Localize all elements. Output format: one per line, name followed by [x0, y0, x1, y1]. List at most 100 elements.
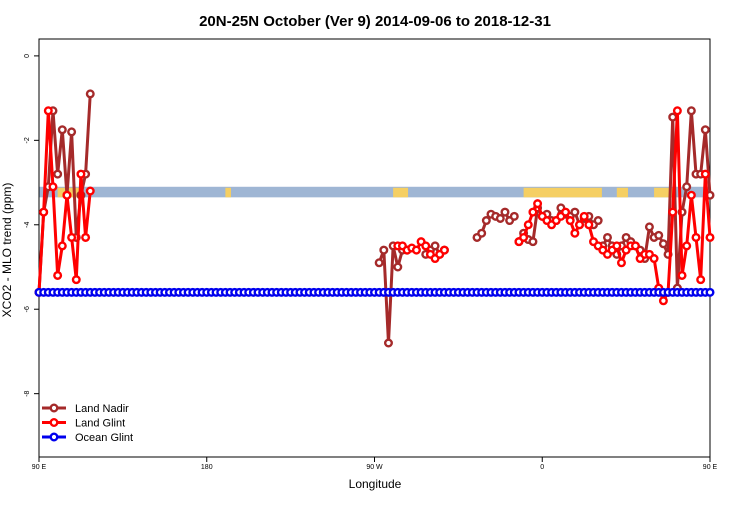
y-tick-label: -4 [24, 222, 31, 228]
x-axis-label: Longitude [349, 477, 402, 491]
legend-label: Land Nadir [75, 403, 129, 415]
series-land-glint [34, 106, 715, 306]
y-tick-label: 0 [24, 54, 31, 58]
data-point [374, 258, 384, 268]
map-strip-land-4 [616, 187, 628, 198]
data-point [649, 254, 659, 264]
data-point [668, 207, 678, 217]
data-point [593, 216, 603, 226]
data-point [612, 241, 622, 251]
y-axis-label: XCO2 - MLO trend (ppm) [0, 183, 14, 318]
data-point [700, 125, 710, 135]
data-point [686, 106, 696, 116]
data-point [682, 241, 692, 251]
legend: Land Nadir Land Glint Ocean Glint [42, 403, 133, 444]
data-point [533, 199, 543, 209]
data-point [528, 207, 538, 217]
x-tick-label: 180 [201, 464, 213, 471]
x-axis-ticks: 90 E 180 90 W 0 90 E [32, 457, 718, 471]
data-point [682, 182, 692, 192]
legend-label: Land Glint [75, 418, 125, 430]
data-point [43, 106, 53, 116]
map-strip-land-2 [393, 187, 409, 198]
data-point [570, 207, 580, 217]
data-point [421, 241, 431, 251]
map-strip [39, 186, 710, 198]
data-point [575, 220, 585, 230]
data-point [658, 239, 668, 249]
data-point [430, 241, 440, 251]
data-point [584, 220, 594, 230]
data-point [57, 241, 67, 251]
data-point [85, 89, 95, 99]
data-point [519, 232, 529, 242]
data-point [668, 112, 678, 122]
data-point [500, 207, 510, 217]
data-point [700, 169, 710, 179]
data-point [439, 245, 449, 255]
data-point [561, 207, 571, 217]
data-point [705, 232, 715, 242]
data-point [393, 262, 403, 272]
legend-marker [49, 418, 59, 428]
x-tick-label: 0 [540, 464, 544, 471]
data-point [71, 275, 81, 285]
data-point [379, 245, 389, 255]
legend-marker [49, 403, 59, 413]
y-tick-label: -6 [24, 306, 31, 312]
data-point [696, 275, 706, 285]
data-point [67, 232, 77, 242]
legend-label: Ocean Glint [75, 432, 133, 444]
data-point [62, 190, 72, 200]
series-line [37, 109, 92, 293]
map-strip-land-3 [523, 187, 602, 198]
data-point [658, 296, 668, 306]
data-point [481, 216, 491, 226]
data-point [705, 287, 715, 297]
data-point [523, 220, 533, 230]
y-tick-label: -2 [24, 137, 31, 143]
map-strip-land-1 [225, 187, 231, 198]
data-point [677, 270, 687, 280]
map-strip-land-5 [654, 187, 673, 198]
data-point [602, 232, 612, 242]
data-point [48, 182, 58, 192]
data-point [579, 211, 589, 221]
data-point [81, 232, 91, 242]
data-point [616, 258, 626, 268]
x-tick-label: 90 W [366, 464, 383, 471]
data-point [85, 186, 95, 196]
data-point [39, 207, 49, 217]
data-point [686, 190, 696, 200]
y-axis-ticks: 0 -2 -4 -6 -8 [24, 54, 39, 397]
data-point [495, 213, 505, 223]
data-point [67, 127, 77, 137]
series-ocean-glint [34, 287, 715, 297]
data-point [57, 125, 67, 135]
data-point [630, 241, 640, 251]
legend-marker [49, 432, 59, 442]
x-tick-label: 90 E [703, 464, 718, 471]
y-tick-label: -8 [24, 390, 31, 396]
data-point [654, 230, 664, 240]
data-point [528, 237, 538, 247]
data-point [53, 270, 63, 280]
data-point [53, 169, 63, 179]
data-point [691, 232, 701, 242]
data-point [76, 169, 86, 179]
series-layer [34, 89, 715, 348]
data-point [565, 216, 575, 226]
data-point [509, 211, 519, 221]
data-point [570, 228, 580, 238]
data-point [644, 222, 654, 232]
x-tick-label: 90 E [32, 464, 47, 471]
chart-title: 20N-25N October (Ver 9) 2014-09-06 to 20… [199, 13, 551, 30]
series-land-nadir [34, 89, 715, 348]
data-point [477, 228, 487, 238]
data-point [383, 338, 393, 348]
data-point [411, 245, 421, 255]
map-strip-ocean [39, 186, 710, 198]
data-point [672, 106, 682, 116]
